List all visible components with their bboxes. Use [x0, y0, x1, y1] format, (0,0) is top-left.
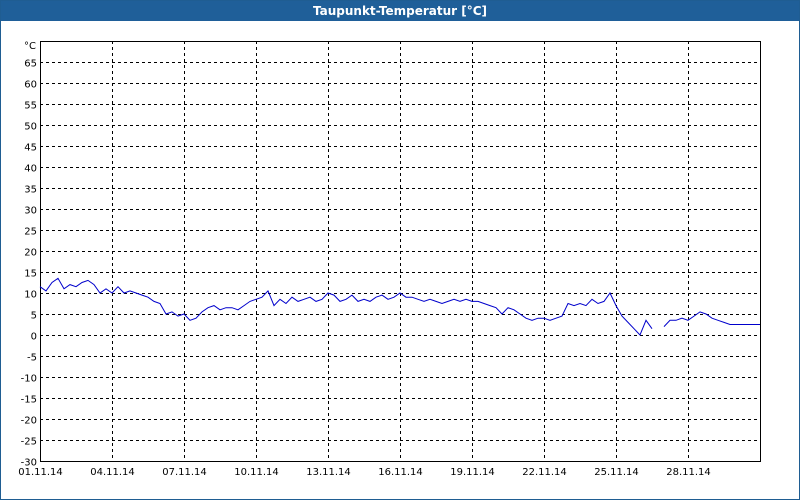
- y-tick-label: 55: [24, 101, 37, 112]
- y-tick-label: 20: [24, 248, 37, 259]
- grid-layer: [40, 41, 760, 461]
- y-tick-label: -5: [27, 353, 37, 364]
- y-tick-label: 30: [24, 206, 37, 217]
- x-tick-label: 22.11.14: [522, 467, 567, 478]
- y-tick-label: 5: [31, 311, 37, 322]
- y-axis-unit-label: °C: [24, 41, 36, 52]
- y-tick-label: 45: [24, 143, 37, 154]
- x-tick-label: 01.11.14: [18, 467, 63, 478]
- x-tick-label: 28.11.14: [666, 467, 711, 478]
- plot-area: [40, 41, 761, 462]
- series-line: [39, 277, 653, 336]
- x-tick-label: 13.11.14: [306, 467, 351, 478]
- chart-title: Taupunkt-Temperatur [°C]: [1, 1, 799, 21]
- y-tick-label: 50: [24, 122, 37, 133]
- y-tick-label: -15: [21, 395, 37, 406]
- y-tick-label: 35: [24, 185, 37, 196]
- y-tick-label: 15: [24, 269, 37, 280]
- y-tick-label: 0: [31, 332, 37, 343]
- x-tick-label: 16.11.14: [378, 467, 423, 478]
- y-tick-label: 10: [24, 290, 37, 301]
- x-axis-labels: 01.11.14 04.11.14 07.11.14 10.11.14 13.11.14…: [18, 467, 711, 478]
- y-tick-label: -10: [21, 374, 37, 385]
- y-tick-label: -20: [21, 416, 37, 427]
- x-tick-label: 19.11.14: [450, 467, 495, 478]
- y-tick-label: -30: [21, 458, 37, 469]
- y-tick-label: 60: [24, 80, 37, 91]
- x-tick-label: 25.11.14: [594, 467, 639, 478]
- x-tick-label: 07.11.14: [162, 467, 207, 478]
- y-tick-label: 65: [24, 59, 37, 70]
- y-tick-label: 40: [24, 164, 37, 175]
- y-tick-label: 25: [24, 227, 37, 238]
- series-layer: [39, 277, 760, 336]
- y-axis-labels: 65605550454035302520151050-5-10-15-20-25…: [21, 59, 37, 469]
- y-tick-label: -25: [21, 437, 37, 448]
- x-tick-label: 10.11.14: [234, 467, 279, 478]
- series-line: [663, 311, 760, 327]
- x-tick-label: 04.11.14: [90, 467, 135, 478]
